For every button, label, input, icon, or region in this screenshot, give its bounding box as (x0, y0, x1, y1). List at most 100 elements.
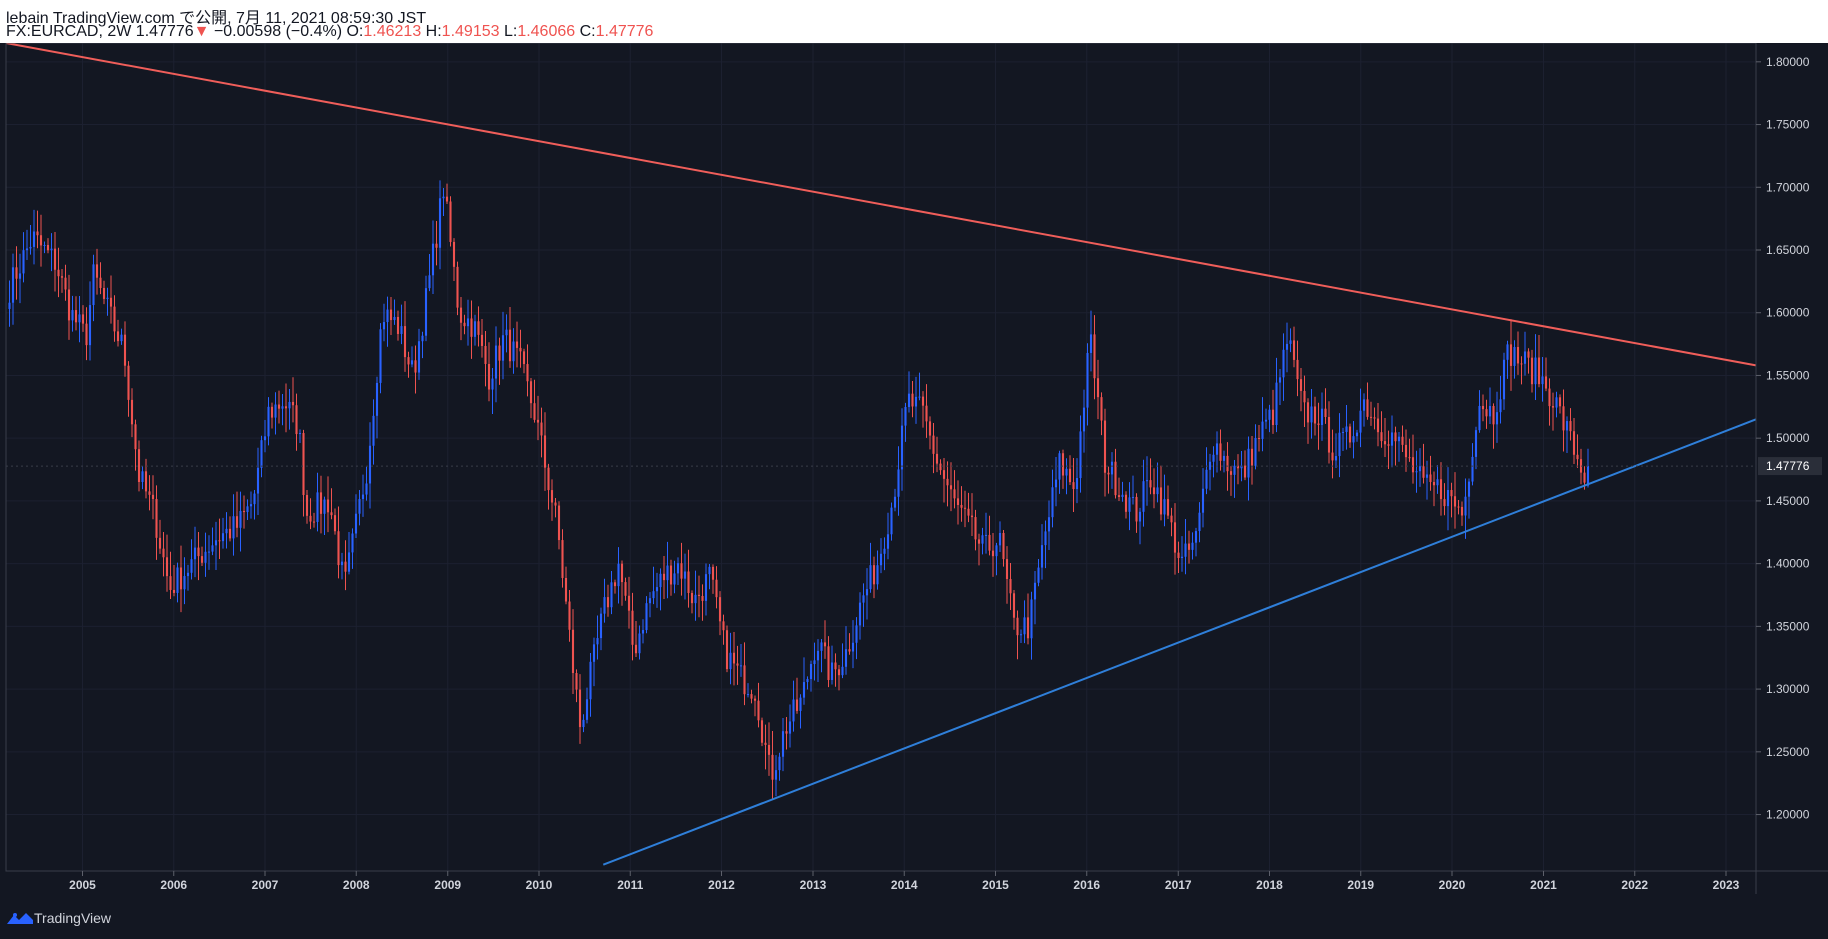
tradingview-logo-icon[interactable] (6, 910, 34, 926)
candle-body (568, 601, 571, 630)
candle-body (249, 504, 253, 507)
candle-body (1198, 512, 1201, 532)
candle-body (1565, 421, 1569, 431)
candle-body (823, 642, 827, 647)
candle-body (921, 396, 925, 406)
candle-body (725, 630, 729, 670)
price-tick-label: 1.45000 (1766, 494, 1810, 508)
candle-body (365, 483, 368, 495)
candle-body (200, 556, 204, 563)
candle-body (92, 264, 95, 306)
candle-body (1292, 340, 1296, 360)
candle-body (36, 231, 39, 236)
open-value: 1.46213 (363, 23, 422, 40)
candle-body (802, 682, 806, 698)
candle-body (1180, 556, 1184, 559)
candle-body (687, 571, 690, 593)
lower-trendline[interactable] (602, 418, 1757, 866)
candle-body (610, 582, 613, 608)
candle-body (1243, 465, 1247, 478)
candle-body (316, 492, 319, 522)
time-axis[interactable]: 2005 2006 2007 2008 2009 2010 2011 2012 2013 2014… (69, 871, 1740, 892)
candle-body (998, 532, 1002, 546)
candle-body (414, 360, 417, 373)
candle-body (15, 267, 18, 279)
candle-body (1495, 412, 1499, 425)
candle-body (631, 610, 634, 645)
candle-body (746, 694, 750, 696)
time-tick-label: 2018 (1256, 878, 1283, 892)
candle-body (767, 744, 771, 755)
candle-body (984, 534, 988, 536)
footer: TradingView (0, 896, 1828, 939)
candle-body (183, 576, 186, 590)
candle-body (193, 547, 197, 560)
candle-body (1527, 351, 1530, 358)
candle-body (1191, 542, 1194, 550)
candle-body (914, 396, 918, 407)
candle-body (470, 318, 473, 337)
candle-body (585, 699, 589, 720)
time-tick-label: 2021 (1530, 878, 1557, 892)
candle-body (382, 322, 386, 330)
candle-body (1068, 468, 1072, 483)
time-tick-label: 2023 (1713, 878, 1740, 892)
candle-body (1576, 454, 1579, 460)
candle-body (1072, 482, 1075, 490)
footer-brand[interactable]: TradingView (34, 910, 112, 926)
candle-body (1572, 431, 1576, 455)
candle-body (774, 770, 778, 780)
candle-body (1453, 496, 1457, 507)
candle-body (1523, 351, 1527, 364)
candle-body (95, 264, 99, 278)
candle-body (459, 307, 463, 323)
candle-body (1250, 448, 1254, 466)
candle-body (473, 321, 477, 337)
candle-body (522, 351, 526, 365)
candle-body (1401, 436, 1404, 445)
candle-body (417, 341, 421, 373)
candle-body (29, 246, 32, 249)
candle-body (1373, 417, 1376, 419)
candle-body (43, 244, 46, 246)
candle-body (596, 638, 599, 645)
candle-body (1058, 453, 1061, 480)
candle-body (1002, 532, 1005, 560)
candle-body (995, 545, 998, 557)
candle-body (386, 309, 389, 323)
price-tick-label: 1.30000 (1766, 682, 1810, 696)
last-price-tag (1758, 457, 1822, 476)
candle-body (890, 507, 893, 535)
candle-body (1303, 390, 1306, 403)
candle-body (64, 277, 67, 290)
candle-body (1240, 465, 1243, 469)
price-tick-label: 1.20000 (1766, 808, 1810, 822)
candle-body (1310, 406, 1313, 423)
candle-body (1121, 494, 1124, 497)
candle-body (508, 329, 512, 362)
candle-body (228, 528, 232, 539)
candle-body (1299, 379, 1303, 391)
candle-body (218, 540, 221, 542)
candle-body (190, 559, 193, 573)
ohlc-legend: FX:EURCAD, 2W 1.47776▼ −0.00598 (−0.4%) … (6, 23, 653, 41)
candle-body (1215, 443, 1219, 455)
time-tick-label: 2006 (160, 878, 187, 892)
candle-body (827, 646, 830, 680)
candle-body (1446, 489, 1450, 507)
upper-trendline[interactable] (5, 43, 1757, 367)
open-label: O: (346, 23, 364, 40)
candle-body (701, 596, 704, 601)
candle-body (305, 495, 309, 516)
candle-body (743, 665, 746, 695)
price-chart[interactable]: 1.80000 1.75000 1.70000 1.65000 1.60000 1.550… (0, 43, 1828, 894)
candle-body (1390, 432, 1394, 446)
candle-body (407, 357, 410, 365)
price-axis[interactable]: 1.80000 1.75000 1.70000 1.65000 1.60000 1.550… (1756, 55, 1810, 822)
candle-body (25, 248, 29, 251)
candle-body (788, 721, 792, 734)
candle-body (1520, 363, 1523, 365)
candle-body (760, 720, 764, 743)
candle-body (141, 471, 144, 482)
candle-body (1114, 461, 1117, 496)
